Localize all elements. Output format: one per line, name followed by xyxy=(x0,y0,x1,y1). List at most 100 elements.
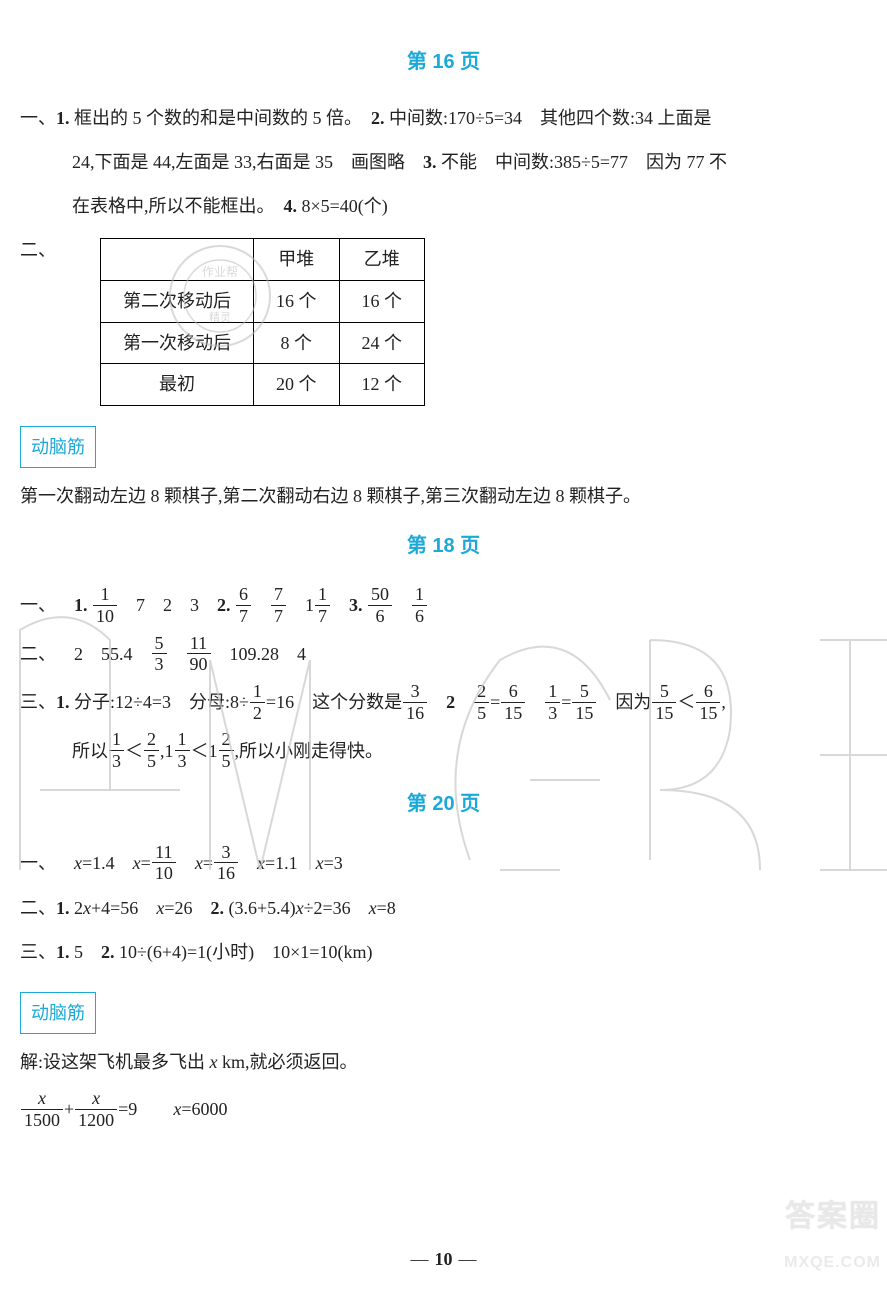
p16-sec1-label: 一、 xyxy=(20,108,56,128)
den: 2 xyxy=(250,702,265,724)
p20-sec1: 一、 x=1.4 x=1110 x=316 x=1.1 x=3 xyxy=(20,842,867,884)
num: 1 xyxy=(175,729,190,750)
val: 2 xyxy=(74,636,83,672)
den: 15 xyxy=(501,702,525,724)
p16-line3-text: 在表格中,所以不能框出。 xyxy=(72,196,284,216)
p16-q3: 3. xyxy=(423,152,437,172)
comma: , xyxy=(721,684,726,720)
p20-sec2: 二、1. 2x+4=56 x=26 2. (3.6+5.4)x÷2=36 x=8 xyxy=(20,890,867,926)
num: 2 xyxy=(144,729,159,750)
p20-sec3: 三、1. 5 2. 10÷(6+4)=1(小时) 10×1=10(km) xyxy=(20,934,867,970)
num: 1 xyxy=(250,681,265,702)
p16-sec2-row: 二、 作业帮 精灵 甲堆 乙堆 第二次移动后 16 个 16 个 xyxy=(20,232,867,412)
txt: ÷2=36 xyxy=(304,898,369,918)
den: 10 xyxy=(152,862,176,884)
num: 1 xyxy=(315,584,330,605)
th-jia: 甲堆 xyxy=(254,239,340,281)
mixed-whole: 1 xyxy=(305,587,314,623)
txt: 2 xyxy=(74,898,83,918)
p18-sec2: 二、 2 55.4 53 1190 109.28 4 xyxy=(20,633,867,675)
num: 7 xyxy=(271,584,286,605)
txt: 解:设这架飞机最多飞出 xyxy=(20,1052,210,1072)
eq: =9 xyxy=(118,1091,137,1127)
num: 1 xyxy=(109,729,124,750)
fraction: 316 xyxy=(403,681,427,723)
var-x: x xyxy=(316,845,324,881)
p18-q1: 1. xyxy=(74,587,88,623)
den: 5 xyxy=(144,750,159,772)
p20-brain-line1: 解:设这架飞机最多飞出 x km,就必须返回。 xyxy=(20,1044,867,1080)
dash-icon: — xyxy=(411,1249,429,1269)
var-x: x xyxy=(173,1091,181,1127)
txt: 所以 xyxy=(72,733,108,769)
p16-table: 甲堆 乙堆 第二次移动后 16 个 16 个 第一次移动后 8 个 24 个 最… xyxy=(100,238,425,406)
den: 6 xyxy=(368,605,392,627)
num: 1 xyxy=(545,681,560,702)
num: 50 xyxy=(368,584,392,605)
den: 7 xyxy=(315,605,330,627)
cell: 最初 xyxy=(101,364,254,406)
val: 109.28 xyxy=(230,636,280,672)
fraction: 25 xyxy=(474,681,489,723)
cell: 8 个 xyxy=(254,322,340,364)
sep xyxy=(526,684,544,720)
num: 3 xyxy=(403,681,427,702)
fraction: 515 xyxy=(572,681,596,723)
den: 5 xyxy=(219,750,234,772)
eq: = xyxy=(490,684,500,720)
p16-q1: 1. xyxy=(56,108,70,128)
num: 6 xyxy=(696,681,720,702)
num: 5 xyxy=(152,633,167,654)
section-title-18: 第 18 页 xyxy=(20,526,867,566)
lt: ＜ xyxy=(191,733,209,769)
val: =26 xyxy=(164,898,210,918)
table-row: 甲堆 乙堆 xyxy=(101,239,425,281)
p16-q3-text: 不能 中间数:385÷5=77 因为 77 不 xyxy=(437,152,728,172)
num: 2 xyxy=(474,681,489,702)
page-number-value: 10 xyxy=(435,1249,453,1269)
den: 1500 xyxy=(21,1109,63,1131)
lt: ＜ xyxy=(677,684,695,720)
txt: (3.6+5.4) xyxy=(228,898,295,918)
txt: 分子:12÷4=3 分母:8÷ xyxy=(74,684,249,720)
val: 3 xyxy=(190,587,199,623)
val: 4 xyxy=(297,636,306,672)
num: 5 xyxy=(572,681,596,702)
p20-sec3-label: 三、 xyxy=(20,942,56,962)
num: 5 xyxy=(652,681,676,702)
section-title-16: 第 16 页 xyxy=(20,42,867,82)
p16-line1: 一、1. 框出的 5 个数的和是中间数的 5 倍。 2. 中间数:170÷5=3… xyxy=(20,100,867,136)
mixed-whole: 1 xyxy=(165,733,174,769)
num: 1 xyxy=(93,584,117,605)
p20-sec2-label: 二、 xyxy=(20,898,56,918)
num: 1 xyxy=(412,584,427,605)
fraction: 67 xyxy=(236,584,251,626)
fraction: 506 xyxy=(368,584,392,626)
txt: km,就必须返回。 xyxy=(218,1052,358,1072)
cell: 16 个 xyxy=(339,280,425,322)
fraction: x1500 xyxy=(21,1088,63,1130)
cell: 第一次移动后 xyxy=(101,322,254,364)
den: 3 xyxy=(545,702,560,724)
num: 2 xyxy=(219,729,234,750)
p18-sec1: 一、 1. 110 7 2 3 2. 67 77 1 17 3. 506 16 xyxy=(20,584,867,626)
fraction: 17 xyxy=(315,584,330,626)
p20-q2: 2. xyxy=(210,898,224,918)
p18-sec2-label: 二、 xyxy=(20,636,56,672)
den: 10 xyxy=(93,605,117,627)
p16-q4: 4. xyxy=(284,196,298,216)
p16-line2: 24,下面是 44,左面是 33,右面是 35 画图略 3. 不能 中间数:38… xyxy=(20,144,867,180)
fraction: 615 xyxy=(501,681,525,723)
p16-q2: 2. xyxy=(371,108,385,128)
den: 7 xyxy=(271,605,286,627)
p18-q2: 2. xyxy=(217,587,231,623)
lt: ＜ xyxy=(125,733,143,769)
table-row: 第二次移动后 16 个 16 个 xyxy=(101,280,425,322)
p16-line2-text: 24,下面是 44,左面是 33,右面是 35 画图略 xyxy=(72,152,423,172)
val: =1.1 xyxy=(265,845,298,881)
val: =3 xyxy=(324,845,343,881)
page-number: —10— xyxy=(0,1241,887,1277)
p20-sec1-label: 一、 xyxy=(20,845,56,881)
den: 16 xyxy=(403,702,427,724)
fraction: x1200 xyxy=(75,1088,117,1130)
